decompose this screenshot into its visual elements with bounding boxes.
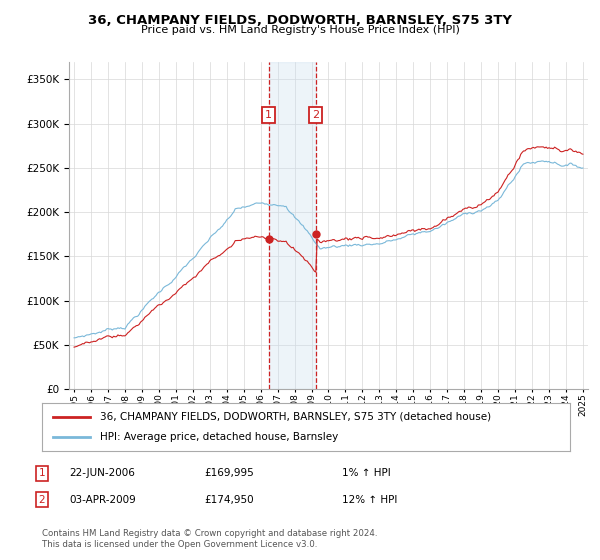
Text: 36, CHAMPANY FIELDS, DODWORTH, BARNSLEY, S75 3TY: 36, CHAMPANY FIELDS, DODWORTH, BARNSLEY,… (88, 14, 512, 27)
Text: £174,950: £174,950 (204, 494, 254, 505)
Text: 2: 2 (38, 494, 46, 505)
Text: 1: 1 (38, 468, 46, 478)
Text: 12% ↑ HPI: 12% ↑ HPI (342, 494, 397, 505)
Text: 1: 1 (265, 110, 272, 120)
Text: 1% ↑ HPI: 1% ↑ HPI (342, 468, 391, 478)
Text: 36, CHAMPANY FIELDS, DODWORTH, BARNSLEY, S75 3TY (detached house): 36, CHAMPANY FIELDS, DODWORTH, BARNSLEY,… (100, 412, 491, 422)
Text: 22-JUN-2006: 22-JUN-2006 (69, 468, 135, 478)
Text: £169,995: £169,995 (204, 468, 254, 478)
Text: Price paid vs. HM Land Registry's House Price Index (HPI): Price paid vs. HM Land Registry's House … (140, 25, 460, 35)
Text: HPI: Average price, detached house, Barnsley: HPI: Average price, detached house, Barn… (100, 432, 338, 442)
Text: 2: 2 (312, 110, 319, 120)
Bar (269, 62, 316, 389)
Text: 03-APR-2009: 03-APR-2009 (69, 494, 136, 505)
Text: Contains HM Land Registry data © Crown copyright and database right 2024.
This d: Contains HM Land Registry data © Crown c… (42, 529, 377, 549)
